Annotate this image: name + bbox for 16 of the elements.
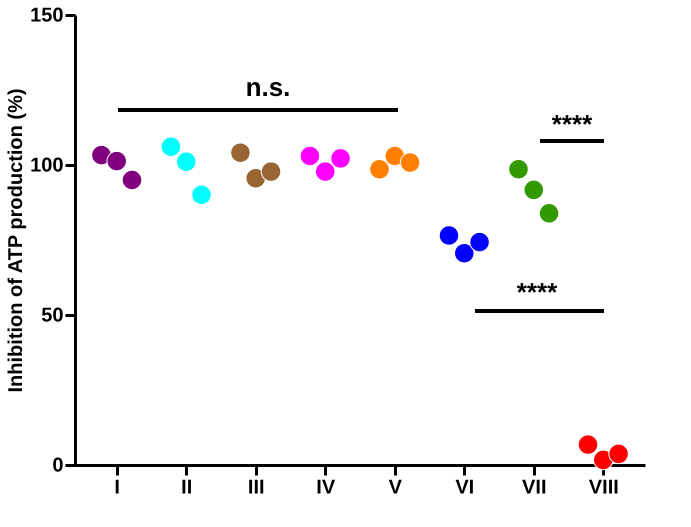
annotation: **** bbox=[516, 277, 558, 307]
y-tick-label: 50 bbox=[41, 304, 64, 326]
x-tick-label: VII bbox=[522, 476, 547, 498]
y-tick-label: 100 bbox=[30, 154, 64, 176]
y-tick-label: 150 bbox=[30, 4, 64, 26]
x-tick-label: VIII bbox=[588, 476, 619, 498]
x-tick-label: I bbox=[114, 476, 120, 498]
x-tick-label: VI bbox=[455, 476, 474, 498]
x-tick-label: V bbox=[388, 476, 403, 498]
annotation: n.s. bbox=[246, 72, 290, 102]
y-tick-label: 0 bbox=[52, 454, 64, 476]
x-tick-label: III bbox=[248, 476, 265, 498]
y-axis-title: Inhibition of ATP production (%) bbox=[5, 88, 28, 393]
x-tick-label: IV bbox=[316, 476, 336, 498]
annotation: **** bbox=[552, 109, 594, 139]
x-tick-label: II bbox=[181, 476, 192, 498]
